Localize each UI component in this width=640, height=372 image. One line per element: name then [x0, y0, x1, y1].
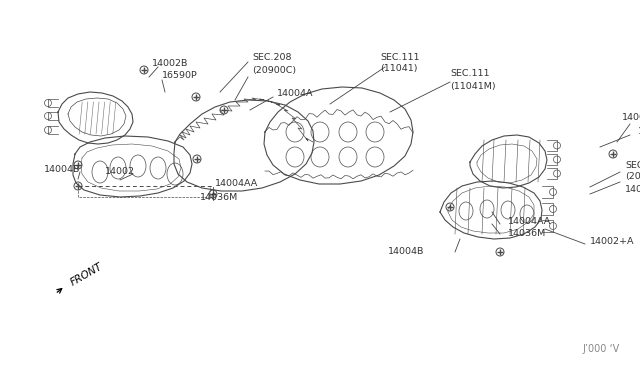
Text: SEC.208: SEC.208 — [252, 54, 291, 62]
Text: 16590P: 16590P — [162, 71, 198, 80]
Text: 14004AA: 14004AA — [508, 218, 551, 227]
Text: 14002: 14002 — [105, 167, 135, 176]
Text: (20900C): (20900C) — [252, 65, 296, 74]
Text: 14002+A: 14002+A — [590, 237, 634, 247]
Text: (20900C): (20900C) — [625, 171, 640, 180]
Text: SEC.111: SEC.111 — [450, 70, 490, 78]
Text: 14004A: 14004A — [277, 90, 314, 99]
Text: SEC.208: SEC.208 — [625, 160, 640, 170]
Text: 14004B: 14004B — [44, 164, 81, 173]
Text: 14002B: 14002B — [622, 112, 640, 122]
Text: SEC.111: SEC.111 — [380, 52, 419, 61]
Text: 14036M: 14036M — [200, 192, 238, 202]
Text: 14004AA: 14004AA — [215, 180, 259, 189]
Text: (11041M): (11041M) — [450, 81, 495, 90]
Text: 14036M: 14036M — [508, 230, 547, 238]
Text: (11041): (11041) — [380, 64, 417, 74]
Text: 16590PA: 16590PA — [638, 128, 640, 137]
Text: FRONT: FRONT — [69, 262, 105, 288]
Text: J’000 ‘V: J’000 ‘V — [583, 344, 620, 354]
Text: 14004B: 14004B — [388, 247, 424, 257]
Text: 14002B: 14002B — [152, 60, 188, 68]
Text: 14004A: 14004A — [625, 185, 640, 193]
